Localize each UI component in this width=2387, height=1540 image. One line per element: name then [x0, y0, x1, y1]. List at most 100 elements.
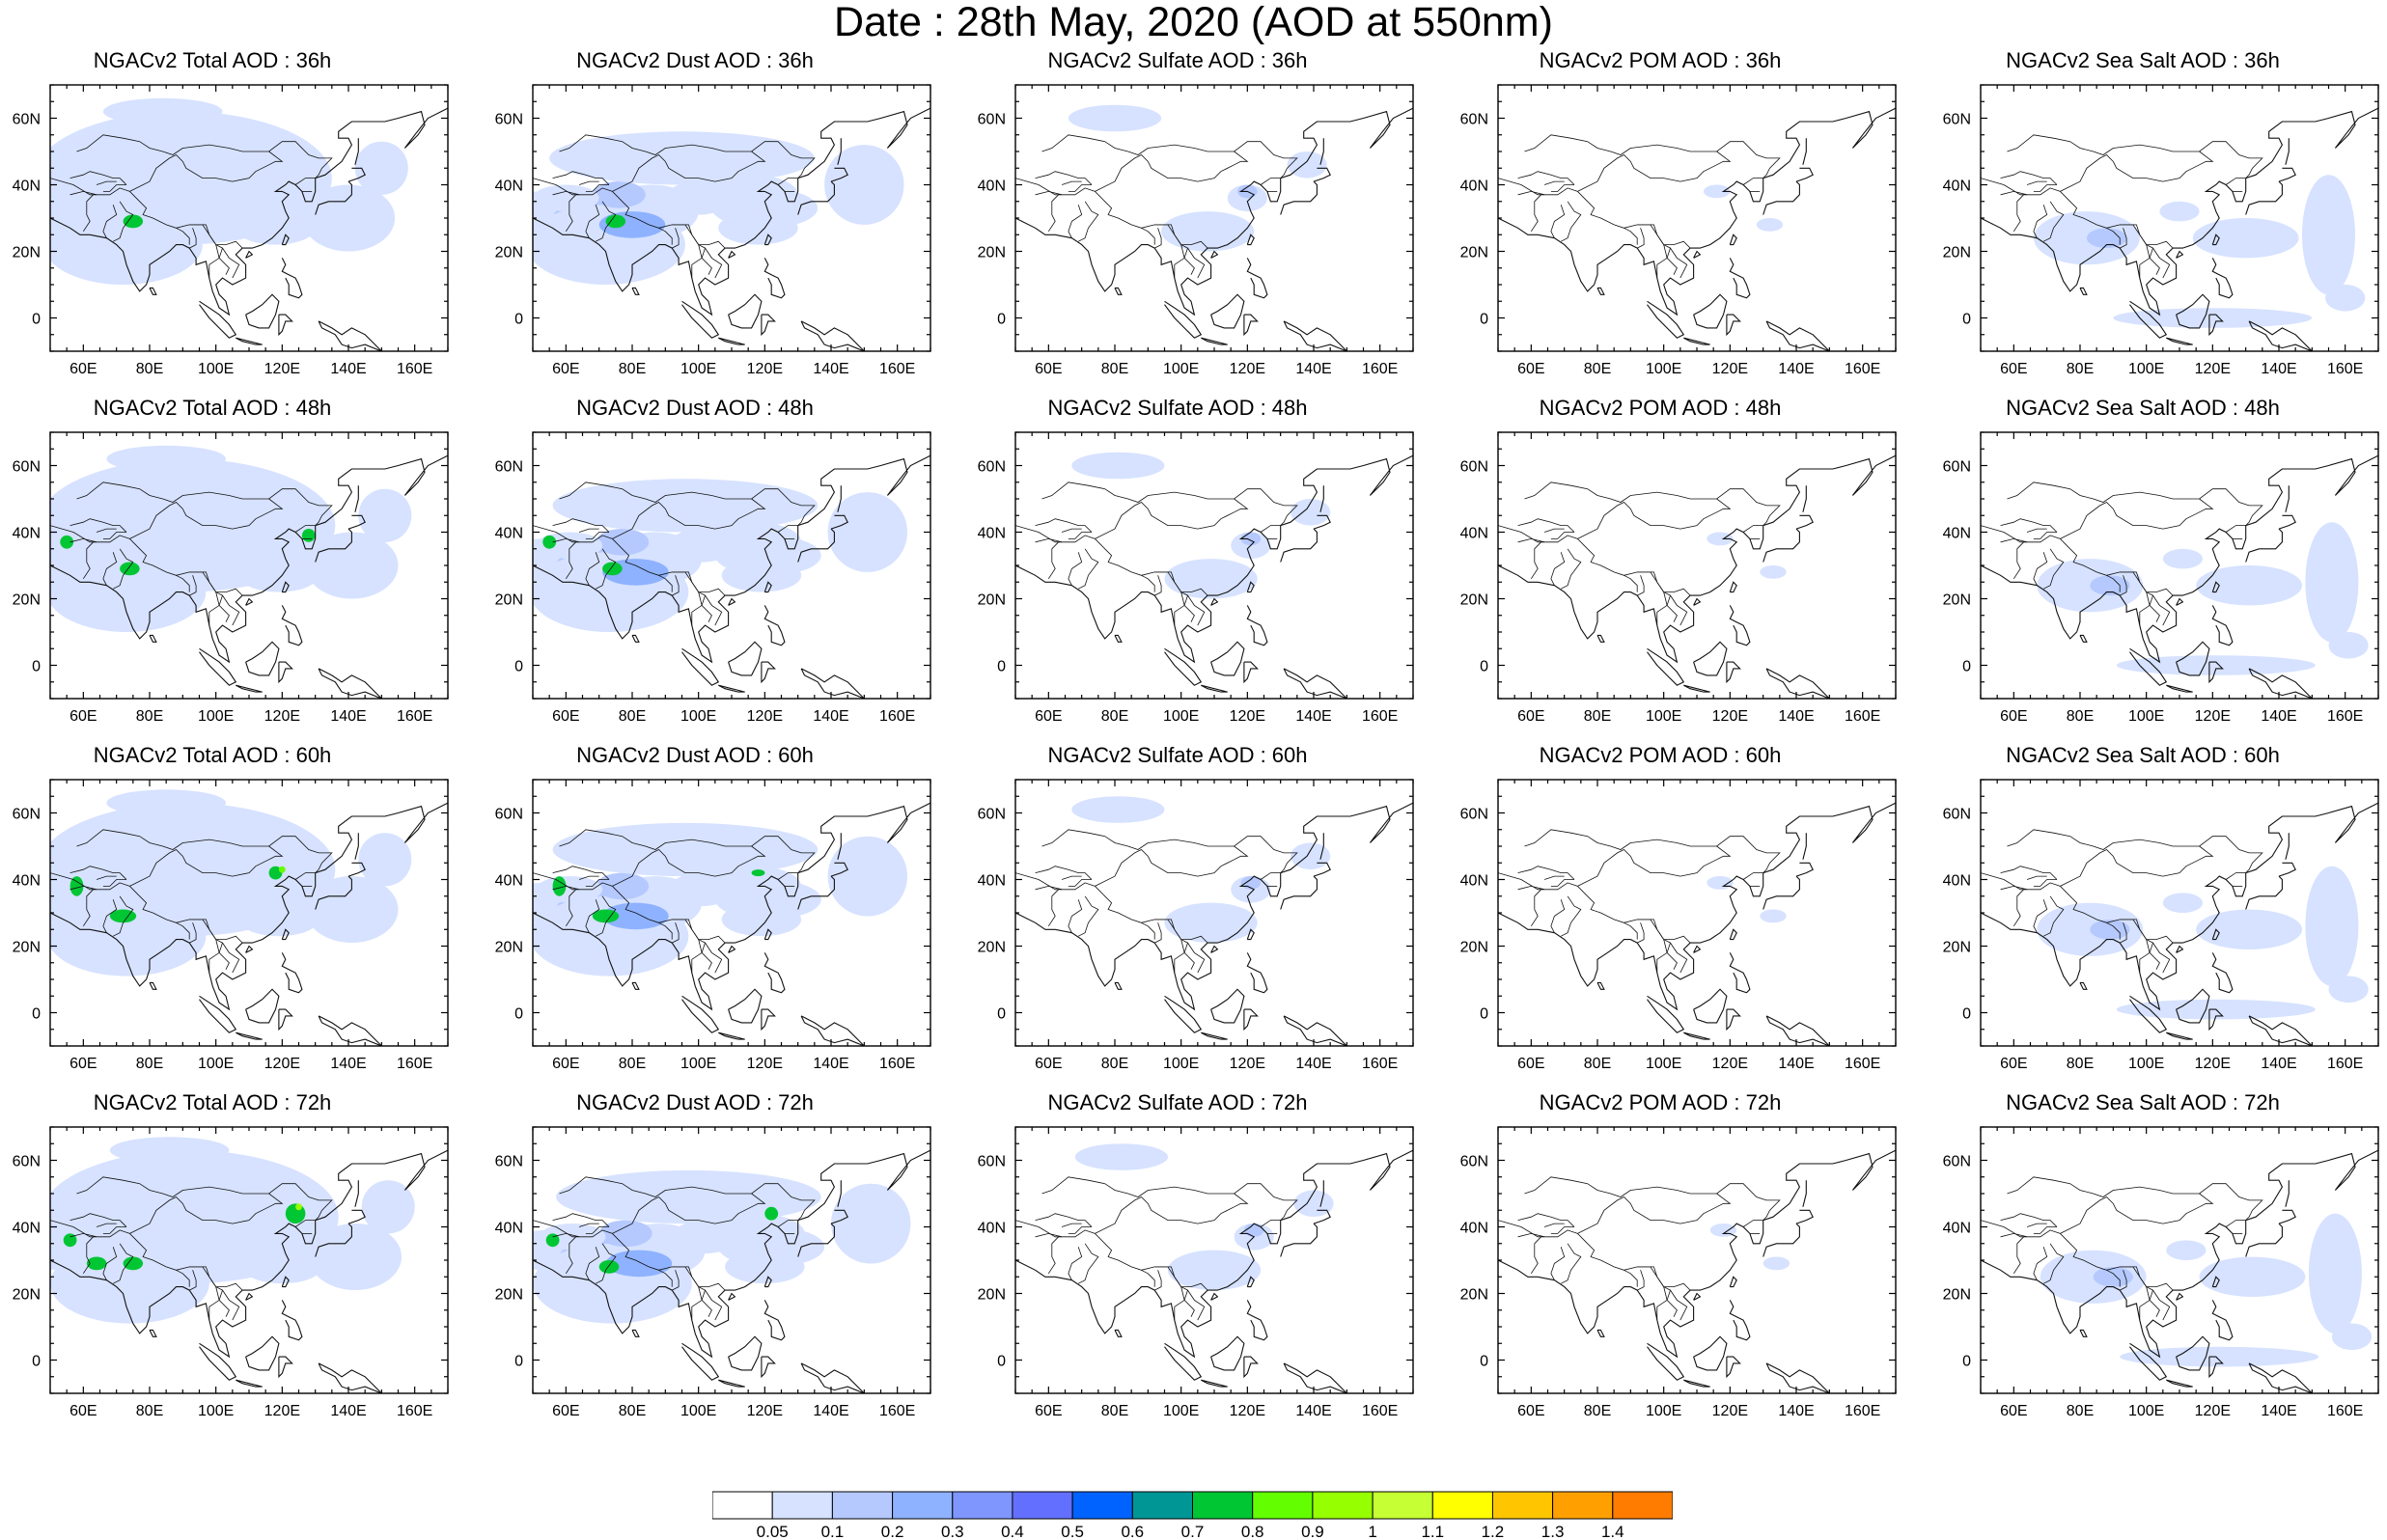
x-tick-label: 80E [136, 1403, 163, 1419]
map-plot: 60E 80E 100E 120E 140E 160E 60N 40N 20N 0 [978, 431, 1414, 725]
x-tick-label: 80E [2067, 361, 2094, 377]
colorbar-label: 0.9 [1301, 1523, 1324, 1540]
y-tick-label: 60N [1943, 459, 1971, 476]
colorbar-swatch [771, 1491, 833, 1520]
panel-title: NGACv2 Sea Salt AOD : 48h [2006, 396, 2280, 420]
map-plot: 60E 80E 100E 120E 140E 160E 60N 40N 20N 0 [1460, 1126, 1897, 1419]
panel-title: NGACv2 Total AOD : 60h [93, 743, 332, 767]
aod-field [2037, 866, 2369, 1020]
coastlines [50, 1149, 448, 1393]
coastlines [1981, 1149, 2378, 1393]
x-tick-label: 60E [2000, 1056, 2027, 1072]
coastlines [1498, 107, 1896, 351]
x-tick-label: 80E [1101, 708, 1128, 725]
map-panel: NGACv2 Sulfate AOD : 60h 60E 80E 100E 120E 14… [965, 743, 1414, 1081]
y-tick-label: 40N [978, 526, 1006, 542]
x-tick-label: 140E [813, 1056, 848, 1072]
y-tick-label: 20N [978, 1287, 1006, 1304]
y-tick-label: 0 [997, 1006, 1006, 1023]
panel-title: NGACv2 Total AOD : 48h [93, 396, 332, 420]
x-tick-label: 120E [264, 361, 300, 377]
y-tick-label: 0 [514, 659, 523, 675]
y-tick-label: 20N [495, 1287, 523, 1304]
aod-field [533, 131, 904, 285]
x-tick-label: 140E [2261, 361, 2296, 377]
y-tick-label: 40N [495, 526, 523, 542]
x-tick-label: 140E [1778, 1056, 1814, 1072]
x-tick-label: 160E [879, 1056, 915, 1072]
y-tick-label: 60N [495, 807, 523, 823]
colorbar-swatch [831, 1491, 894, 1520]
panel-title: NGACv2 Total AOD : 72h [93, 1090, 332, 1114]
x-tick-label: 60E [1035, 361, 1062, 377]
x-tick-label: 160E [1845, 1056, 1880, 1072]
map-panel: NGACv2 Total AOD : 36h 60E 80E 100E 120E 140E… [0, 48, 449, 386]
x-tick-label: 160E [1845, 361, 1880, 377]
aod-field [1707, 532, 1787, 579]
x-tick-label: 60E [1035, 708, 1062, 725]
x-tick-label: 120E [2195, 361, 2231, 377]
x-tick-label: 140E [1295, 708, 1331, 725]
colorbar-swatch [952, 1491, 1013, 1520]
x-tick-label: 100E [1163, 361, 1199, 377]
y-tick-label: 0 [997, 1354, 1006, 1370]
aod-field [533, 479, 907, 632]
x-tick-label: 80E [136, 708, 163, 725]
x-tick-label: 120E [747, 708, 783, 725]
x-tick-label: 120E [1230, 361, 1265, 377]
x-tick-label: 80E [619, 708, 646, 725]
y-tick-label: 0 [997, 312, 1006, 328]
coastlines [1981, 107, 2378, 351]
x-tick-label: 60E [1517, 1403, 1544, 1419]
x-tick-label: 140E [1778, 708, 1814, 725]
x-tick-label: 160E [397, 361, 432, 377]
colorbar-swatch [1552, 1491, 1614, 1520]
aod-field [1071, 796, 1331, 943]
x-tick-label: 120E [1230, 1056, 1265, 1072]
x-tick-label: 60E [69, 1403, 97, 1419]
x-tick-label: 80E [1101, 1056, 1128, 1072]
x-tick-label: 160E [1362, 1056, 1398, 1072]
x-tick-label: 100E [2128, 1403, 2164, 1419]
x-tick-label: 60E [2000, 361, 2027, 377]
panel-title: NGACv2 Dust AOD : 72h [576, 1090, 814, 1114]
panel-title: NGACv2 POM AOD : 72h [1539, 1090, 1782, 1114]
x-tick-label: 60E [552, 361, 579, 377]
panel-title: NGACv2 POM AOD : 60h [1539, 743, 1782, 767]
colorbar: 0.05 0.1 0.2 0.3 0.4 0.5 0.6 0.7 0.8 0.9 1 1.1 1.2 1.… [712, 1491, 1673, 1540]
y-tick-label: 40N [1943, 873, 1971, 890]
y-tick-label: 60N [495, 459, 523, 476]
map-plot: 60E 80E 100E 120E 140E 160E 60N 40N 20N 0 [495, 779, 931, 1072]
y-tick-label: 0 [1480, 312, 1488, 328]
colorbar-swatch [892, 1491, 954, 1520]
map-panel: NGACv2 Dust AOD : 36h 60E 80E 100E 120E 140E 1… [483, 48, 931, 386]
x-tick-label: 160E [1362, 1403, 1398, 1419]
y-tick-label: 40N [495, 1221, 523, 1237]
map-panel: NGACv2 POM AOD : 48h 60E 80E 100E 120E 140E 16… [1448, 396, 1897, 733]
y-tick-label: 20N [978, 245, 1006, 261]
colorbar-label: 0.7 [1181, 1523, 1205, 1540]
map-plot: 60E 80E 100E 120E 140E 160E 60N 40N 20N 0 [1460, 779, 1897, 1072]
x-tick-label: 120E [747, 361, 783, 377]
x-tick-label: 80E [1101, 1403, 1128, 1419]
aod-field [2037, 522, 2369, 675]
x-tick-label: 100E [198, 1056, 234, 1072]
y-tick-label: 60N [495, 1154, 523, 1170]
panel-title: NGACv2 Dust AOD : 60h [576, 743, 814, 767]
y-tick-label: 40N [1460, 1221, 1488, 1237]
x-tick-label: 160E [1845, 1403, 1880, 1419]
y-tick-label: 60N [13, 807, 41, 823]
y-tick-label: 60N [978, 1154, 1006, 1170]
colorbar-label: 1.3 [1541, 1523, 1565, 1540]
y-tick-label: 40N [1460, 526, 1488, 542]
x-tick-label: 60E [1035, 1056, 1062, 1072]
x-tick-label: 120E [747, 1403, 783, 1419]
x-tick-label: 80E [619, 361, 646, 377]
colorbar-label: 1.4 [1601, 1523, 1624, 1540]
map-plot: 60E 80E 100E 120E 140E 160E 60N 40N 20N 0 [1460, 431, 1897, 725]
map-panel: NGACv2 Total AOD : 60h 60E 80E 100E 120E 140E… [0, 743, 449, 1081]
x-tick-label: 160E [1845, 708, 1880, 725]
y-tick-label: 20N [13, 592, 41, 609]
y-tick-label: 0 [514, 1354, 523, 1370]
x-tick-label: 160E [1362, 361, 1398, 377]
